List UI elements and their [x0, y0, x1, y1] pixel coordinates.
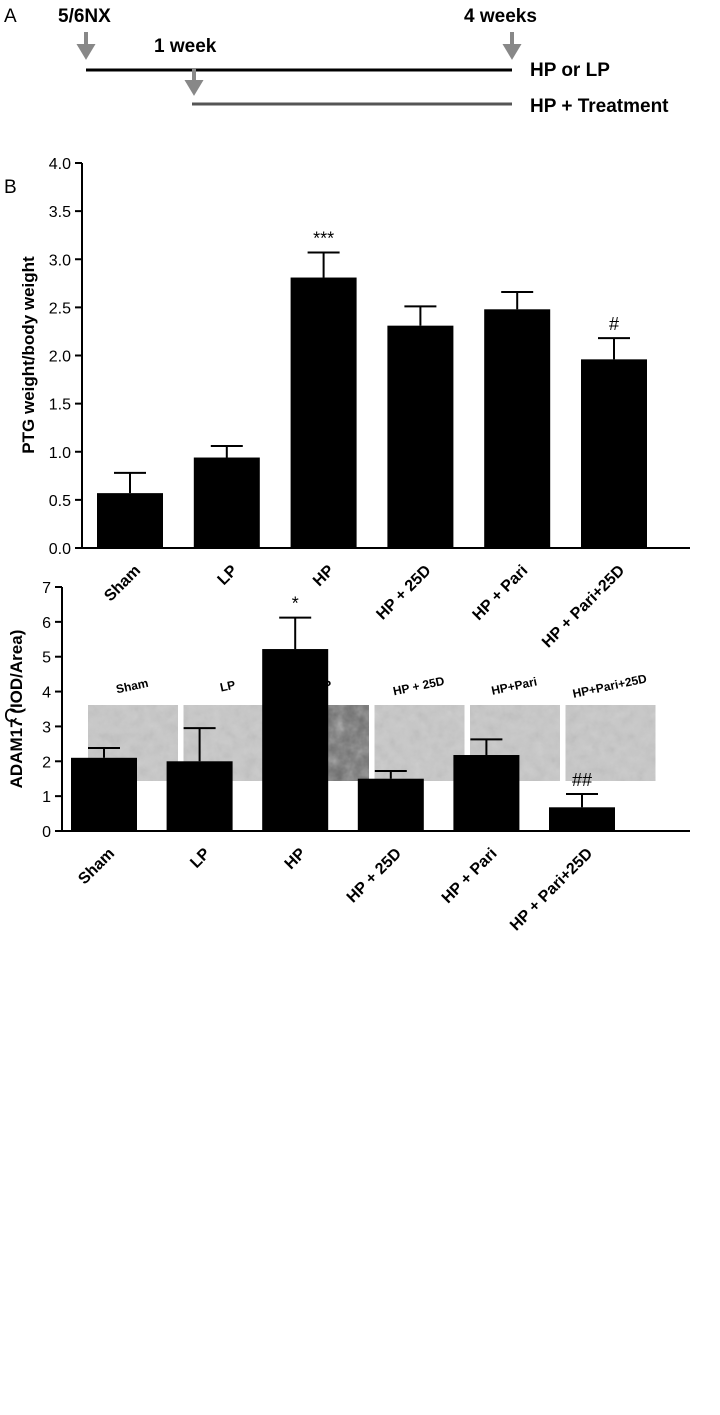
y-tick-label: 1.0: [49, 445, 71, 462]
x-tick-label: LP: [187, 845, 214, 872]
x-tick-label: Sham: [101, 562, 144, 605]
y-tick-label: 2.5: [49, 300, 71, 317]
timeline-line2: HP + Treatment: [530, 96, 669, 117]
timeline-treatment-start: 1 week: [154, 36, 217, 57]
y-tick-label: 0: [42, 824, 51, 841]
arrow: [184, 68, 204, 96]
micrograph-label: HP + 25D: [392, 674, 446, 699]
bar: [97, 493, 163, 548]
bar: [166, 761, 233, 831]
x-tick-label: HP: [310, 562, 338, 590]
timeline-line1: HP or LP: [530, 60, 610, 81]
timeline-start: 5/6NX: [58, 6, 111, 27]
y-tick-label: 0.5: [49, 493, 71, 510]
x-tick-label: HP + Pari: [439, 845, 501, 907]
x-tick-label: Sham: [75, 845, 118, 888]
x-tick-label: HP: [282, 845, 310, 873]
annotation: #: [609, 314, 619, 334]
arrow: [76, 32, 96, 60]
arrow: [502, 32, 522, 60]
timeline-end: 4 weeks: [464, 6, 537, 27]
x-tick-label: HP + 25D: [344, 845, 405, 906]
y-axis-label: ADAM17 (IOD/Area): [7, 630, 26, 789]
annotation: ##: [572, 770, 592, 790]
y-tick-label: 2.0: [49, 349, 71, 366]
micrograph-label: HP+Pari+25D: [571, 671, 648, 700]
bar: [193, 457, 260, 548]
panel-label: A: [4, 6, 17, 27]
x-tick-label: HP + Pari+25D: [507, 845, 596, 934]
panel-label: C: [4, 706, 18, 727]
y-tick-label: 5: [42, 650, 51, 667]
annotation: ***: [313, 229, 334, 249]
micrograph-label: HP+Pari: [490, 674, 538, 697]
y-tick-label: 4.0: [49, 156, 71, 173]
bar: [262, 649, 329, 831]
x-tick-label: HP + Pari+25D: [539, 562, 628, 651]
y-tick-label: 0.0: [49, 541, 71, 558]
annotation: *: [292, 594, 299, 614]
y-tick-label: 3.5: [49, 204, 71, 221]
bar: [549, 807, 615, 831]
micrograph-texture: [374, 705, 465, 781]
panel-label: B: [4, 177, 17, 198]
y-tick-label: 3.0: [49, 252, 71, 269]
bar: [290, 277, 357, 548]
bar: [71, 757, 137, 831]
micrograph-label: Sham: [115, 676, 150, 696]
bar: [484, 309, 551, 548]
x-tick-label: HP + 25D: [373, 562, 434, 623]
bar: [387, 325, 454, 548]
y-axis-label: PTG weight/body weight: [19, 256, 38, 454]
micrograph-texture: [565, 705, 656, 781]
y-tick-label: 2: [42, 754, 51, 771]
x-tick-label: LP: [215, 562, 242, 589]
x-tick-label: HP + Pari: [470, 562, 532, 624]
bar: [581, 359, 647, 548]
y-tick-label: 4: [42, 685, 51, 702]
y-tick-label: 6: [42, 615, 51, 632]
y-tick-label: 3: [42, 719, 51, 736]
bar: [357, 778, 424, 831]
y-tick-label: 7: [42, 580, 51, 597]
y-tick-label: 1: [42, 789, 51, 806]
y-tick-label: 1.5: [49, 397, 71, 414]
bar: [453, 755, 520, 831]
micrograph-label: LP: [219, 678, 237, 695]
